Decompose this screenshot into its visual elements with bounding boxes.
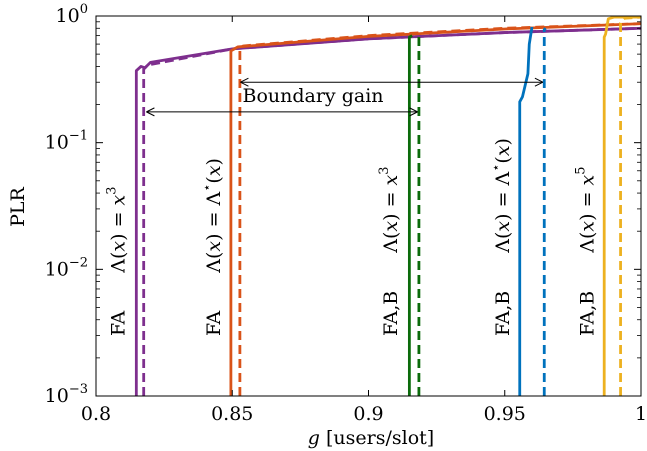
curve-label: FA,B Λ(x) = Λ⋆(x) xyxy=(489,138,514,336)
plot-area: FA Λ(x) = x3 FA Λ(x) = Λ⋆(x) FA,B Λ(x) = x… xyxy=(105,15,641,396)
series-line-purple-dashed xyxy=(142,26,641,396)
series-line-orange-dashed xyxy=(238,22,641,396)
plot-frame xyxy=(95,15,642,397)
series-line-yellow-solid xyxy=(602,15,641,396)
series-line-yellow-dashed xyxy=(619,15,641,396)
curve-labels: FA Λ(x) = x3 FA Λ(x) = Λ⋆(x) FA,B Λ(x) = x… xyxy=(105,138,599,336)
arrow-head xyxy=(240,77,249,87)
x-tick-label: 0.8 xyxy=(81,403,111,425)
curve-label: FA,B Λ(x) = x3 xyxy=(377,166,402,336)
arrow-head xyxy=(146,107,155,117)
y-tick-label: 100 xyxy=(56,2,88,27)
curves xyxy=(134,15,641,396)
axes: 0.8 0.85 0.9 0.95 1 10−3 10−2 10−1 100 xyxy=(45,2,647,425)
x-tick-label: 0.85 xyxy=(211,403,253,425)
x-axis-label: g [users/slot] xyxy=(308,427,434,449)
x-tick-label: 0.9 xyxy=(353,403,383,425)
y-axis-label: PLR xyxy=(7,186,29,226)
series-line-green-solid xyxy=(407,34,413,396)
x-tick-label: 1 xyxy=(635,403,647,425)
arrow-head xyxy=(534,77,544,87)
curve-label: FA Λ(x) = x3 xyxy=(105,186,130,336)
y-tick-label: 10−1 xyxy=(45,129,88,154)
curve-label: FA Λ(x) = Λ⋆(x) xyxy=(200,158,225,336)
boundary-gain-label: Boundary gain xyxy=(242,85,383,107)
arrow-head xyxy=(409,107,418,117)
y-tick-label: 10−2 xyxy=(45,255,88,280)
x-tick-label: 0.95 xyxy=(484,403,526,425)
series-line-blue-dashed xyxy=(542,27,547,396)
series-line-blue-solid xyxy=(518,26,534,396)
curve-label: FA,B Λ(x) = x5 xyxy=(573,166,598,336)
series-line-green-dashed xyxy=(417,33,423,396)
y-tick-label: 10−3 xyxy=(45,382,88,407)
boundary-gain-annotation: Boundary gain xyxy=(146,77,544,117)
